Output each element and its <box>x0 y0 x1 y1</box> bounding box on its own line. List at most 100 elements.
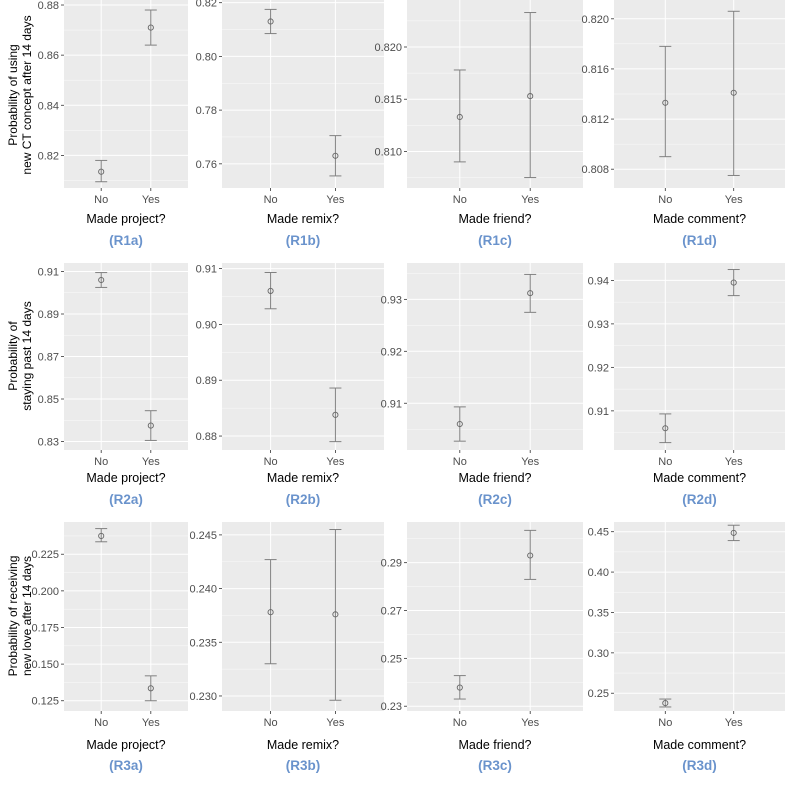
point-yes <box>332 611 339 618</box>
y-axis-label-line: new love after 14 days <box>20 556 34 676</box>
y-tick-label: 0.810 <box>374 146 402 158</box>
panel-r3c: 0.23 0.25 0.27 0.29 No Yes Made friend? (R3c) <box>381 522 583 773</box>
y-tick-label: 0.815 <box>374 94 402 106</box>
panel-background <box>407 263 583 450</box>
y-tick-label: 0.91 <box>381 398 402 410</box>
y-tick-label: 0.89 <box>38 309 59 321</box>
point-no <box>456 113 463 121</box>
x-axis-title: Made remix? <box>267 738 339 752</box>
y-tick-label: 0.80 <box>196 51 217 63</box>
y-tick-label: 0.812 <box>581 114 609 126</box>
y-tick-label: 0.91 <box>588 406 609 418</box>
y-tick-label: 0.35 <box>588 607 609 619</box>
x-tick-label-no: No <box>94 717 108 729</box>
x-axis-title: Made comment? <box>653 212 746 226</box>
panel-r2b: 0.88 0.89 0.90 0.91 No Yes Made remix? (R2b) <box>196 263 384 507</box>
x-tick-label-yes: Yes <box>521 456 539 468</box>
y-tick-label: 0.76 <box>196 159 217 171</box>
point-no <box>267 609 274 616</box>
x-axis-title: Made remix? <box>267 212 339 226</box>
panel-tag: (R3d) <box>682 758 717 773</box>
y-tick-label: 0.82 <box>38 150 59 162</box>
y-tick-label: 0.88 <box>38 0 59 12</box>
panel-r3b: 0.230 0.235 0.240 0.245 No Yes Made remix? (R3b… <box>189 522 384 773</box>
panel-r2a: 0.83 0.85 0.87 0.89 0.91 No Yes Made project? (R… <box>38 263 188 507</box>
panel-r1d: 0.808 0.812 0.816 0.820 No Yes Made comment? (R… <box>581 0 785 248</box>
panel-background <box>614 263 785 450</box>
y-axis-label-line: Probability of <box>6 321 20 391</box>
point-yes <box>527 290 534 297</box>
y-tick-label: 0.25 <box>381 653 402 665</box>
x-tick-label-yes: Yes <box>142 456 160 468</box>
point-yes <box>730 529 737 536</box>
x-axis-title: Made friend? <box>459 471 532 485</box>
x-axis-title: Made friend? <box>459 212 532 226</box>
panel-r1a: 0.82 0.84 0.86 0.88 No Yes Made project? (R1a) <box>38 0 188 248</box>
y-tick-label: 0.30 <box>588 648 609 660</box>
panel-r2c: 0.91 0.92 0.93 No Yes Made friend? (R2c) <box>381 263 583 507</box>
y-tick-label: 0.91 <box>196 264 217 276</box>
y-tick-label: 0.240 <box>189 584 217 596</box>
x-axis-title: Made comment? <box>653 471 746 485</box>
x-tick-label-no: No <box>264 194 278 206</box>
x-tick-label-yes: Yes <box>521 194 539 206</box>
y-tick-label: 0.235 <box>189 637 217 649</box>
point-no <box>267 287 274 294</box>
y-tick-label: 0.94 <box>588 275 609 287</box>
point-no <box>267 18 274 25</box>
x-axis-title: Made remix? <box>267 471 339 485</box>
y-tick-label: 0.78 <box>196 105 217 117</box>
x-tick-label-yes: Yes <box>725 717 743 729</box>
x-tick-label-no: No <box>453 717 467 729</box>
y-tick-label: 0.225 <box>31 549 59 561</box>
panel-r2d: 0.91 0.92 0.93 0.94 No Yes Made comment? (R2d) <box>588 263 785 507</box>
y-tick-label: 0.820 <box>581 14 609 26</box>
panel-tag: (R3c) <box>478 758 512 773</box>
x-tick-label-no: No <box>94 194 108 206</box>
y-tick-label: 0.90 <box>196 319 217 331</box>
x-tick-label-yes: Yes <box>326 717 344 729</box>
point-yes <box>527 552 534 559</box>
y-tick-label: 0.150 <box>31 659 59 671</box>
y-tick-label: 0.40 <box>588 567 609 579</box>
panel-tag: (R3a) <box>109 758 143 773</box>
y-tick-label: 0.83 <box>38 437 59 449</box>
x-axis-title: Made project? <box>86 738 165 752</box>
y-tick-label: 0.86 <box>38 50 59 62</box>
y-tick-label: 0.23 <box>381 701 402 713</box>
x-axis-title: Made project? <box>86 212 165 226</box>
panel-r1c: 0.810 0.815 0.820 No Yes Made friend? (R1c) <box>374 0 583 248</box>
point-no <box>98 276 105 284</box>
panel-background <box>222 0 384 188</box>
panel-background <box>64 0 188 188</box>
y-tick-label: 0.84 <box>38 100 59 112</box>
x-tick-label-no: No <box>94 456 108 468</box>
panel-tag: (R3b) <box>286 758 321 773</box>
panel-r3a: 0.125 0.150 0.175 0.200 0.225 No Yes Made proje… <box>31 522 188 773</box>
point-no <box>456 684 463 691</box>
panel-tag: (R1c) <box>478 233 512 248</box>
y-axis-label-line: Probability of using <box>6 44 20 145</box>
y-tick-label: 0.816 <box>581 64 609 76</box>
row-3-ylabel: Probability of receiving new love after 1… <box>6 556 34 677</box>
point-no <box>98 168 105 175</box>
x-axis-title: Made friend? <box>459 738 532 752</box>
panel-tag: (R2c) <box>478 492 512 507</box>
y-tick-label: 0.29 <box>381 558 402 570</box>
point-yes <box>147 24 154 31</box>
y-tick-label: 0.175 <box>31 622 59 634</box>
x-axis-title: Made project? <box>86 471 165 485</box>
x-tick-label-yes: Yes <box>326 194 344 206</box>
y-axis-label-line: new CT concept after 14 days <box>20 15 34 174</box>
y-tick-label: 0.87 <box>38 352 59 364</box>
point-yes <box>147 685 154 692</box>
y-tick-label: 0.93 <box>381 294 402 306</box>
y-tick-label: 0.92 <box>381 346 402 358</box>
y-tick-label: 0.808 <box>581 164 609 176</box>
y-tick-label: 0.27 <box>381 606 402 618</box>
x-tick-label-no: No <box>658 456 672 468</box>
y-tick-label: 0.89 <box>196 375 217 387</box>
x-tick-label-no: No <box>453 456 467 468</box>
point-yes <box>527 93 534 100</box>
panel-background <box>407 0 583 188</box>
